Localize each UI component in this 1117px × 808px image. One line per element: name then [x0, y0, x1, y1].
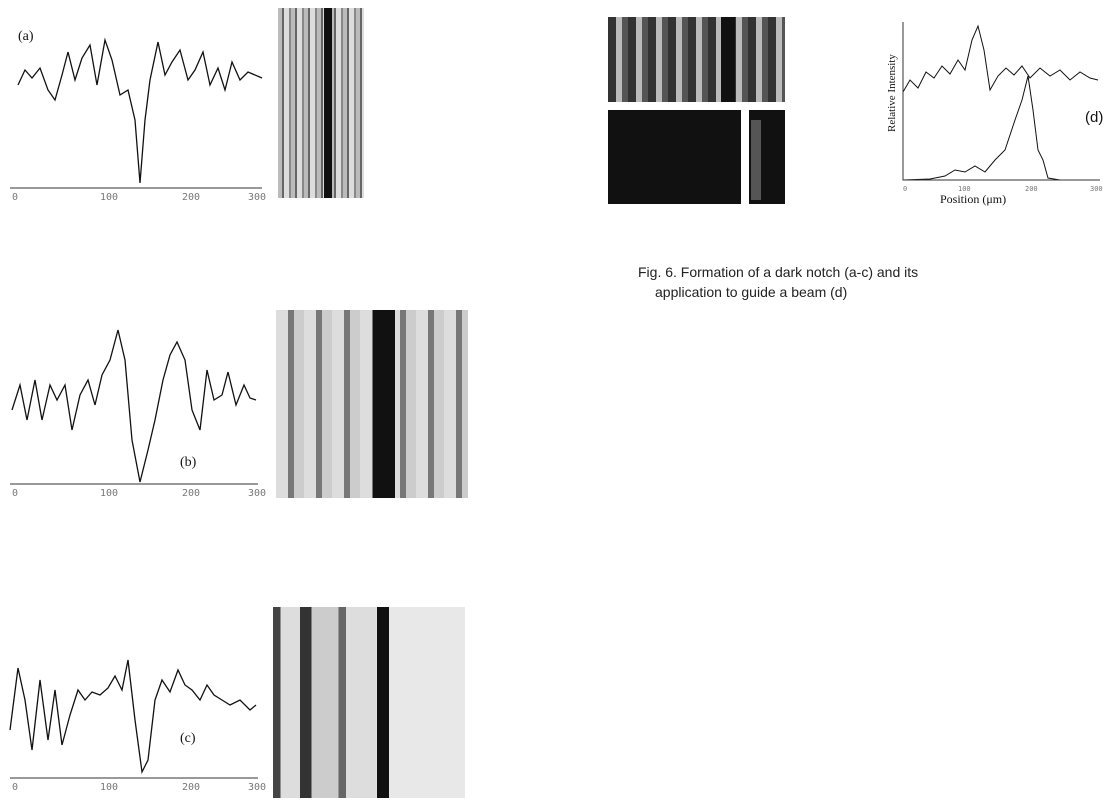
x-tick-label: 300: [248, 192, 266, 203]
x-tick-label: 0: [903, 185, 907, 193]
x-tick-label: 200: [1025, 185, 1038, 193]
caption-line: application to guide a beam (d): [655, 284, 847, 300]
x-tick-label: 0: [12, 192, 18, 203]
y-axis-label: Relative Intensity: [886, 54, 898, 132]
x-tick-label: 300: [248, 782, 266, 793]
x-tick-label: 0: [12, 488, 18, 499]
x-tick-label: 200: [182, 782, 200, 793]
image-d-bottom: [608, 110, 785, 204]
x-tick-label: 0: [12, 782, 18, 793]
x-tick-label: 300: [1090, 185, 1103, 193]
image-c: [273, 607, 465, 798]
panel-label: (a): [18, 29, 34, 44]
trace-d-upper: [902, 24, 1099, 93]
panel-label: (d): [1085, 109, 1103, 126]
image-b: [276, 310, 468, 498]
image-a: [278, 8, 364, 198]
trace-d-lower: [902, 75, 1100, 181]
x-axis-label: Position (μm): [940, 192, 1006, 206]
panel-label: (c): [180, 731, 196, 746]
axis-d: [902, 22, 1100, 181]
caption-line: Fig. 6. Formation of a dark notch (a-c) …: [638, 264, 918, 280]
x-tick-label: 200: [182, 192, 200, 203]
x-tick-label: 100: [958, 185, 971, 193]
x-tick-label: 100: [100, 192, 118, 203]
x-tick-label: 200: [182, 488, 200, 499]
trace-a: [17, 37, 263, 184]
trace-b: [11, 329, 257, 483]
x-tick-label: 300: [248, 488, 266, 499]
image-d-top: [608, 17, 785, 102]
panel-label: (b): [180, 455, 197, 470]
x-tick-label: 100: [100, 782, 118, 793]
trace-c: [9, 659, 257, 775]
x-tick-label: 100: [100, 488, 118, 499]
